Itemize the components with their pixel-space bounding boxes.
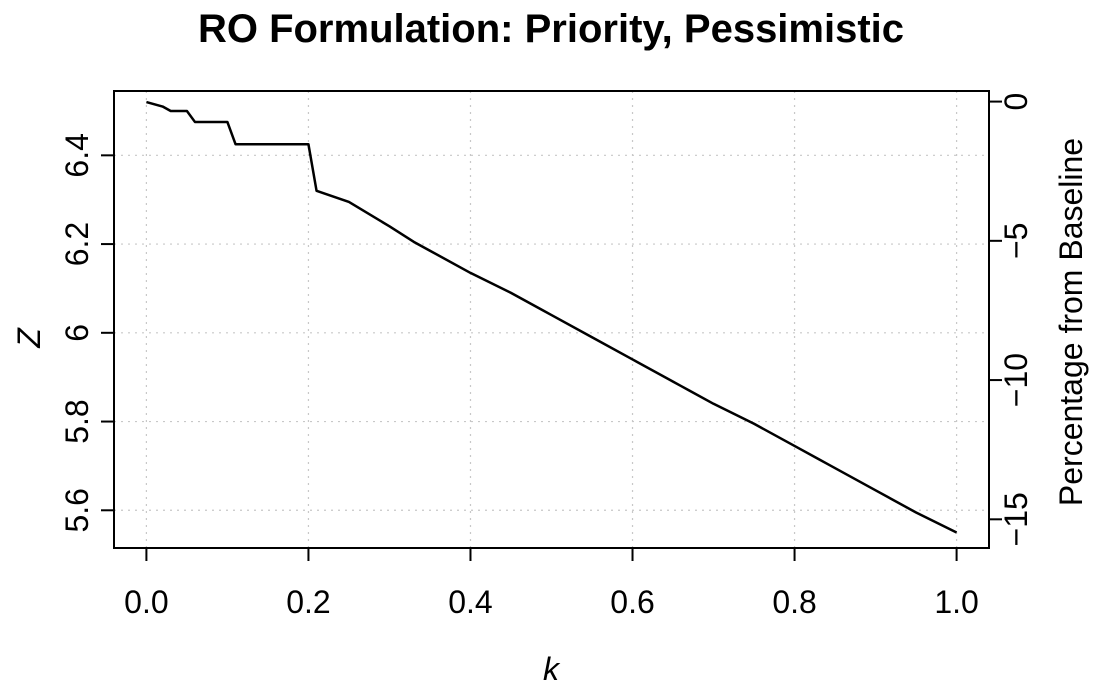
grid bbox=[114, 91, 989, 548]
y2-tick-label-0: 0 bbox=[998, 93, 1034, 111]
y2-tick-label-3: −15 bbox=[998, 492, 1034, 546]
y-tick-label-0: 5.6 bbox=[59, 488, 95, 532]
x-axis: 0.0 0.2 0.4 0.6 0.8 1.0 bbox=[124, 548, 979, 620]
x-tick-label-5: 1.0 bbox=[934, 584, 978, 620]
y-tick-label-3: 6.2 bbox=[59, 222, 95, 266]
x-tick-label-3: 0.6 bbox=[610, 584, 654, 620]
series-line bbox=[146, 100, 958, 534]
plot-frame bbox=[113, 90, 990, 549]
y2-tick-label-2: −10 bbox=[998, 353, 1034, 407]
y-axis: 5.6 5.8 6 6.2 6.4 bbox=[59, 133, 114, 533]
x-tick-label-1: 0.2 bbox=[286, 584, 330, 620]
y-tick-label-4: 6.4 bbox=[59, 133, 95, 177]
y-tick-label-2: 6 bbox=[59, 324, 95, 342]
y2-axis: 0 −5 −10 −15 bbox=[989, 93, 1034, 546]
chart-title: RO Formulation: Priority, Pessimistic bbox=[198, 7, 904, 51]
y2-tick-label-1: −5 bbox=[998, 223, 1034, 259]
x-tick-label-4: 0.8 bbox=[772, 584, 816, 620]
y2-axis-label: Percentage from Baseline bbox=[1053, 138, 1089, 506]
x-tick-label-2: 0.4 bbox=[448, 584, 492, 620]
x-tick-label-0: 0.0 bbox=[124, 584, 168, 620]
x-axis-label: k bbox=[543, 651, 561, 687]
y-tick-label-1: 5.8 bbox=[59, 399, 95, 443]
y-axis-label: Z bbox=[11, 327, 47, 349]
